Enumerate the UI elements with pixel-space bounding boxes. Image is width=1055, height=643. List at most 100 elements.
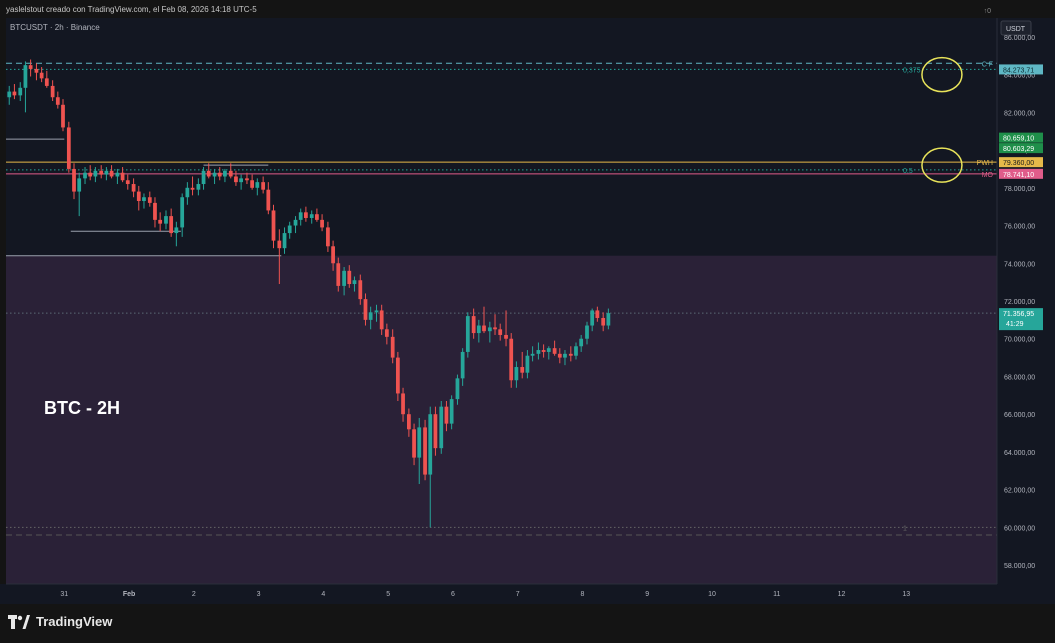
candle-body[interactable]	[223, 170, 227, 177]
candle-body[interactable]	[169, 216, 174, 234]
candle-body[interactable]	[579, 338, 584, 347]
candle-body[interactable]	[180, 197, 185, 228]
candle-body[interactable]	[115, 172, 120, 177]
candle-body[interactable]	[541, 350, 546, 352]
candle-body[interactable]	[55, 97, 60, 105]
candle-body[interactable]	[347, 270, 352, 285]
candle-body[interactable]	[439, 406, 444, 449]
candle-body[interactable]	[7, 91, 12, 98]
candle-body[interactable]	[568, 353, 573, 356]
candle-body[interactable]	[482, 325, 486, 332]
candle-body[interactable]	[368, 312, 373, 320]
candle-body[interactable]	[174, 227, 179, 234]
candle-body[interactable]	[245, 178, 249, 181]
candle-body[interactable]	[525, 355, 530, 373]
candle-body[interactable]	[217, 172, 222, 177]
candle-body[interactable]	[72, 168, 76, 192]
candle-body[interactable]	[536, 350, 541, 354]
candle-body[interactable]	[606, 313, 611, 326]
candle-body[interactable]	[309, 214, 314, 218]
candle-body[interactable]	[23, 65, 28, 88]
candle-body[interactable]	[12, 91, 17, 96]
candle-body[interactable]	[228, 170, 233, 177]
candle-body[interactable]	[158, 219, 163, 224]
candle-body[interactable]	[190, 187, 195, 190]
candle-body[interactable]	[99, 170, 104, 175]
candle-body[interactable]	[234, 176, 238, 183]
candle-body[interactable]	[428, 414, 433, 475]
candle-body[interactable]	[287, 225, 292, 234]
candle-body[interactable]	[271, 210, 276, 241]
candle-body[interactable]	[298, 212, 303, 220]
candle-body[interactable]	[590, 310, 595, 326]
candle-body[interactable]	[136, 191, 141, 202]
candle-body[interactable]	[326, 227, 330, 247]
candle-body[interactable]	[493, 327, 497, 330]
candle-body[interactable]	[185, 187, 190, 198]
candle-body[interactable]	[455, 378, 460, 400]
candle-body[interactable]	[44, 78, 49, 86]
candle-body[interactable]	[104, 170, 109, 175]
candle-body[interactable]	[315, 214, 319, 220]
candle-body[interactable]	[390, 336, 395, 358]
candle-body[interactable]	[28, 65, 33, 69]
candle-body[interactable]	[293, 219, 298, 226]
candle-body[interactable]	[379, 310, 384, 330]
candle-body[interactable]	[336, 263, 341, 286]
candle-body[interactable]	[412, 429, 416, 458]
candle-body[interactable]	[395, 357, 400, 394]
candle-body[interactable]	[433, 414, 438, 449]
candle-body[interactable]	[504, 334, 508, 339]
candle-body[interactable]	[460, 351, 465, 379]
candle-body[interactable]	[212, 172, 217, 177]
candle-body[interactable]	[282, 233, 287, 249]
candle-body[interactable]	[261, 182, 266, 190]
time-axis[interactable]	[0, 584, 1055, 604]
candle-body[interactable]	[331, 246, 335, 264]
candle-body[interactable]	[557, 353, 562, 358]
candle-body[interactable]	[61, 104, 65, 128]
currency-badge[interactable]	[1000, 20, 1032, 36]
candle-body[interactable]	[444, 406, 449, 424]
candle-body[interactable]	[109, 170, 114, 177]
candle-body[interactable]	[125, 180, 130, 185]
candle-body[interactable]	[509, 338, 514, 381]
candle-body[interactable]	[142, 197, 146, 202]
candle-body[interactable]	[401, 393, 405, 415]
candle-body[interactable]	[384, 329, 389, 337]
candle-body[interactable]	[88, 172, 93, 177]
candle-body[interactable]	[77, 178, 82, 192]
candle-body[interactable]	[476, 325, 481, 334]
candle-body[interactable]	[83, 172, 87, 179]
candle-body[interactable]	[50, 85, 55, 98]
candle-body[interactable]	[239, 178, 244, 183]
candle-body[interactable]	[574, 346, 578, 356]
candle-body[interactable]	[147, 197, 152, 203]
candle-body[interactable]	[18, 87, 23, 96]
price-chart[interactable]: C F 0,375 PWH 0,5 MO 1 BTCUSDT · 2h · Binance B…	[0, 0, 1055, 604]
candle-body[interactable]	[417, 427, 422, 458]
tradingview-brand[interactable]: TradingView	[8, 614, 112, 629]
candle-body[interactable]	[358, 280, 363, 300]
candle-body[interactable]	[465, 316, 470, 352]
candle-body[interactable]	[164, 216, 168, 224]
candle-body[interactable]	[201, 170, 206, 185]
candle-body[interactable]	[530, 353, 535, 356]
candle-body[interactable]	[342, 270, 346, 286]
candle-body[interactable]	[131, 184, 136, 192]
candle-body[interactable]	[514, 367, 519, 381]
candle-body[interactable]	[352, 280, 357, 285]
candle-body[interactable]	[552, 348, 557, 354]
candle-body[interactable]	[93, 170, 98, 177]
candle-body[interactable]	[320, 219, 324, 228]
candle-body[interactable]	[471, 316, 476, 334]
candle-body[interactable]	[39, 72, 44, 79]
candle-body[interactable]	[304, 212, 308, 218]
candle-body[interactable]	[374, 310, 379, 313]
candle-body[interactable]	[406, 414, 411, 430]
candle-body[interactable]	[423, 427, 427, 475]
candle-body[interactable]	[595, 310, 600, 318]
candle-body[interactable]	[255, 182, 260, 188]
candle-body[interactable]	[546, 348, 551, 352]
candle-body[interactable]	[206, 170, 211, 177]
